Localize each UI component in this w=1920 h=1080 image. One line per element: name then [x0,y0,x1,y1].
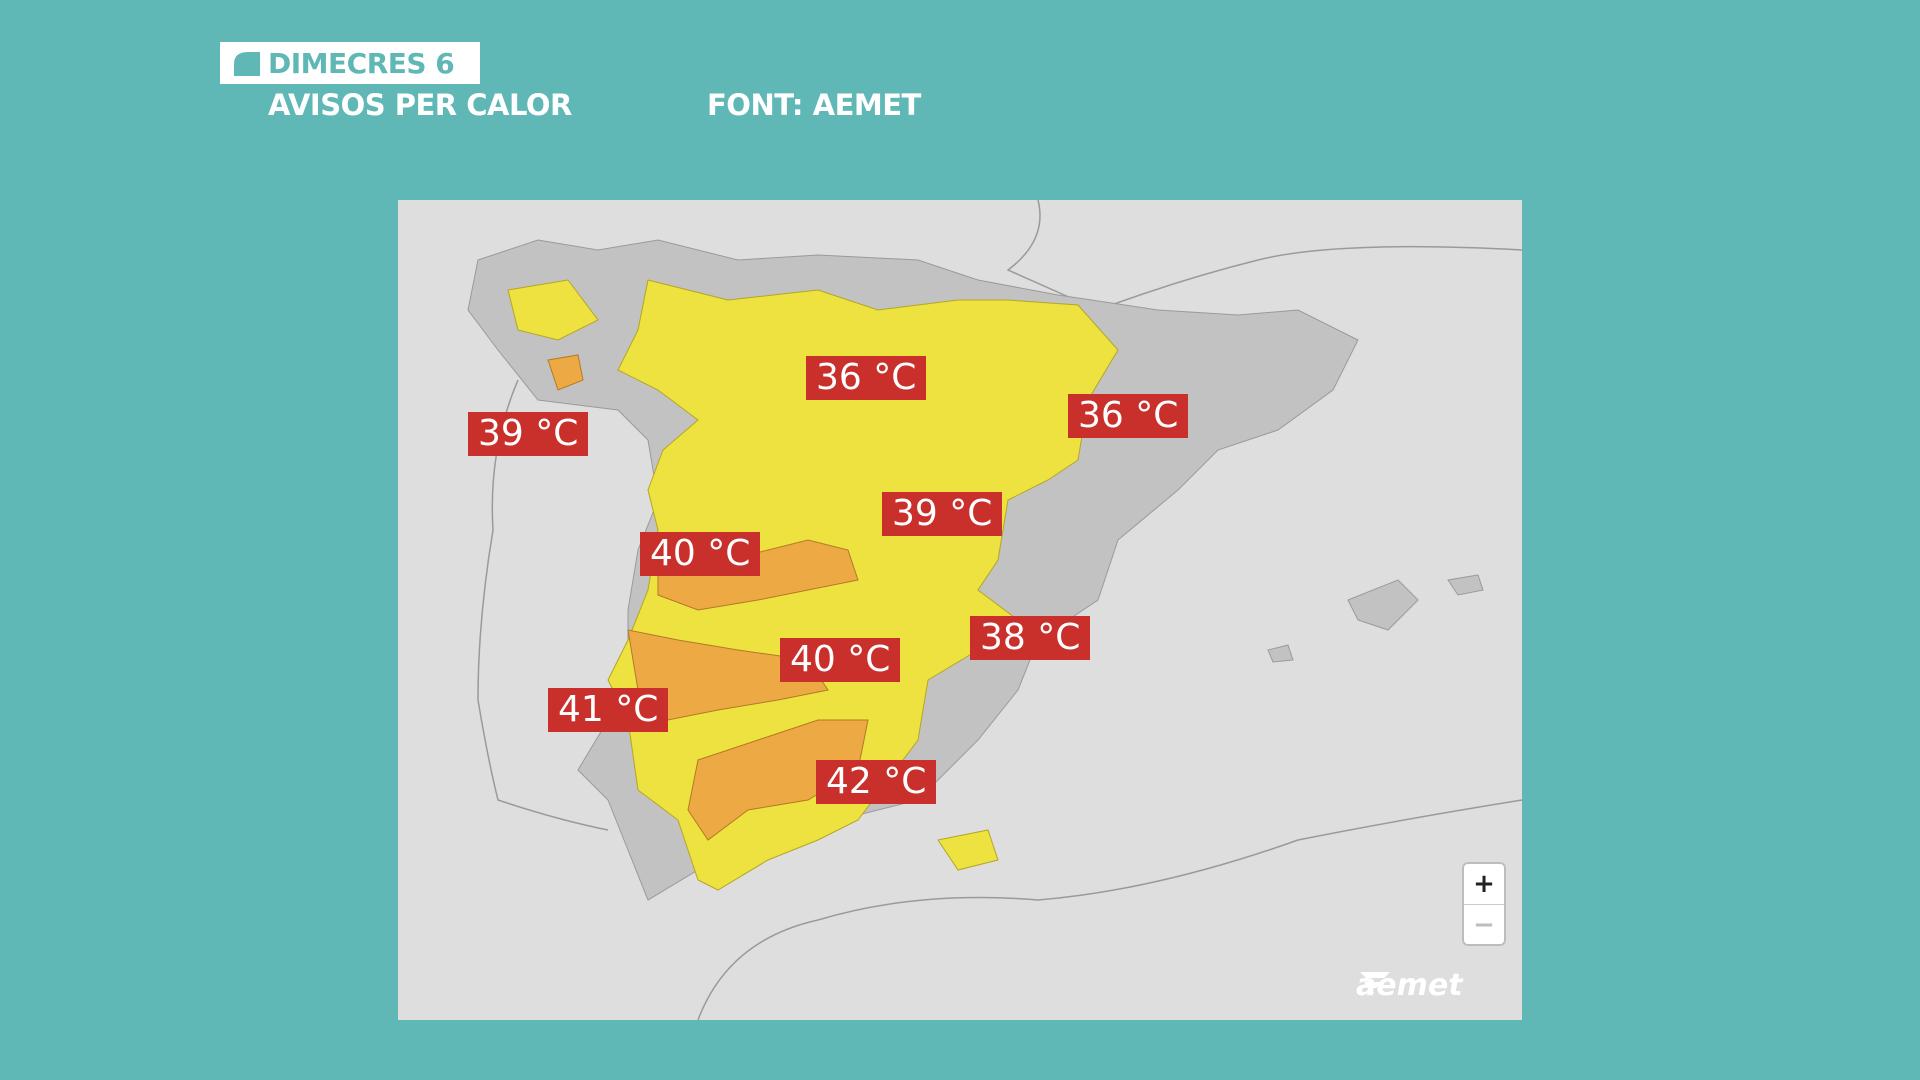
coast-line-portugal [477,379,609,831]
aemet-logo-icon [1360,972,1390,996]
temp-label-extremadura-sur: 41 °C [548,688,669,732]
warning-map[interactable]: 39 °C 36 °C 36 °C 39 °C 40 °C 40 °C 38 °… [398,200,1522,1020]
aemet-logo: aemet [1356,968,1463,1003]
coast-line-france [1006,200,1522,311]
temp-label-valencia: 38 °C [970,616,1091,660]
temp-label-castilla-norte: 36 °C [806,356,927,400]
day-label: DIMECRES 6 [268,46,455,80]
yellow-warning-galicia [507,279,599,341]
temp-label-madrid: 39 °C [882,492,1003,536]
temp-label-guadiana: 40 °C [780,638,901,682]
orange-warning-galicia [547,354,584,391]
temp-label-aragon: 36 °C [1068,394,1189,438]
zoom-in-button[interactable]: + [1464,864,1504,905]
page-title: AVISOS PER CALOR [268,88,572,122]
balearic-islands [1267,574,1484,663]
zoom-out-button[interactable]: − [1473,910,1495,940]
map-canvas [467,200,1522,1020]
zoom-control: + − [1464,864,1504,944]
coast-line-africa [697,799,1522,1020]
channel-logo-icon [234,52,260,76]
yellow-warning-almeria [937,829,999,871]
source-label: FONT: AEMET [707,88,921,122]
day-tag: DIMECRES 6 [220,42,480,84]
temp-label-guadalquivir: 42 °C [816,760,937,804]
temp-label-galicia: 39 °C [468,412,589,456]
temp-label-tajo: 40 °C [640,532,761,576]
